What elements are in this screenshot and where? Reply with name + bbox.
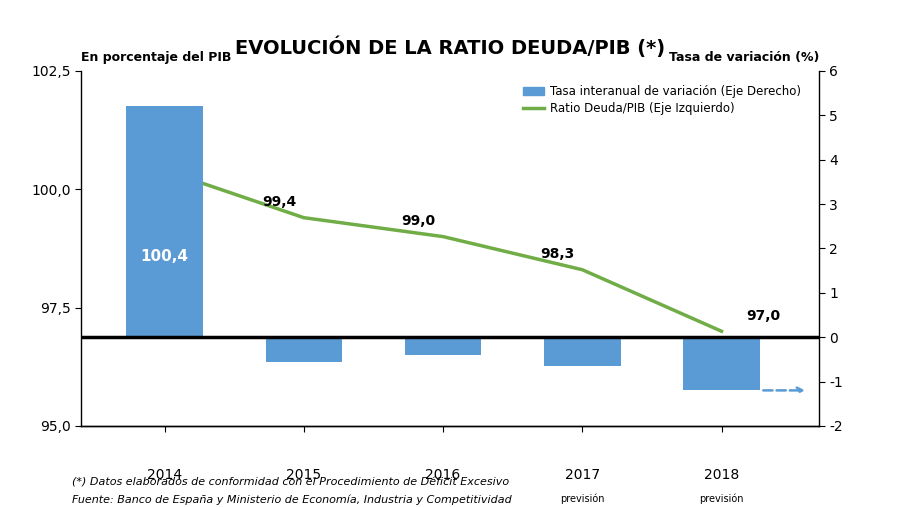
Text: previsión: previsión — [699, 493, 743, 504]
Ratio Deuda/PIB (Eje Izquierdo) — [437, 234, 448, 240]
Text: 2017: 2017 — [564, 468, 599, 483]
Ratio Deuda/PIB (Eje Izquierdo) — [577, 267, 588, 273]
Text: 2014: 2014 — [147, 468, 182, 483]
Ratio Deuda/PIB (Eje Izquierdo) — [716, 328, 727, 334]
Text: 98,3: 98,3 — [541, 247, 575, 261]
Text: 100,4: 100,4 — [140, 249, 188, 264]
Bar — [126, 106, 202, 337]
Text: 2016: 2016 — [426, 468, 461, 483]
Bar — [405, 337, 482, 355]
Legend: Tasa interanual de variación (Eje Derecho), Ratio Deuda/PIB (Eje Izquierdo): Tasa interanual de variación (Eje Derech… — [518, 81, 806, 120]
Text: 99,4: 99,4 — [262, 195, 296, 209]
Ratio Deuda/PIB (Eje Izquierdo) — [299, 214, 310, 221]
Text: Tasa de variación (%): Tasa de variación (%) — [669, 51, 819, 64]
Text: 99,0: 99,0 — [401, 214, 436, 228]
Text: 97,0: 97,0 — [747, 309, 780, 323]
Text: En porcentaje del PIB: En porcentaje del PIB — [81, 51, 231, 64]
Line: Ratio Deuda/PIB (Eje Izquierdo): Ratio Deuda/PIB (Eje Izquierdo) — [165, 170, 722, 331]
Text: previsión: previsión — [560, 493, 605, 504]
Text: 2018: 2018 — [704, 468, 739, 483]
Title: EVOLUCIÓN DE LA RATIO DEUDA/PIB (*): EVOLUCIÓN DE LA RATIO DEUDA/PIB (*) — [235, 37, 665, 58]
Text: 2015: 2015 — [286, 468, 321, 483]
Text: Fuente: Banco de España y Ministerio de Economía, Industria y Competitividad: Fuente: Banco de España y Ministerio de … — [72, 494, 512, 505]
Ratio Deuda/PIB (Eje Izquierdo) — [159, 167, 170, 173]
Text: (*) Datos elaborados de conformidad con el Procedimiento de Déficit Excesivo: (*) Datos elaborados de conformidad con … — [72, 478, 509, 488]
Bar — [683, 337, 760, 390]
Bar — [266, 337, 342, 361]
Bar — [544, 337, 621, 366]
